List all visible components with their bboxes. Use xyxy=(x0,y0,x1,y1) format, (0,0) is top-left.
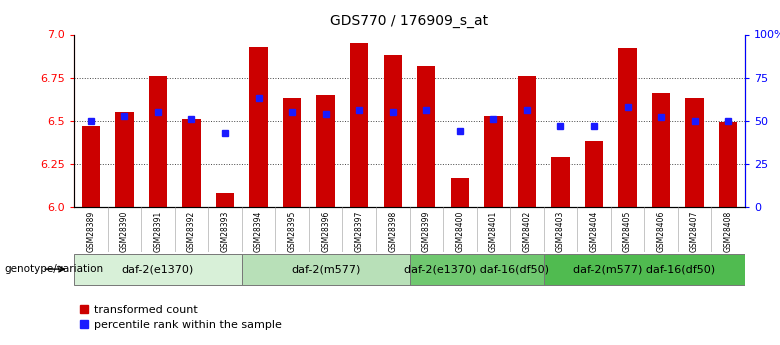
Text: GSM28396: GSM28396 xyxy=(321,210,330,252)
Text: genotype/variation: genotype/variation xyxy=(4,264,103,274)
Bar xyxy=(183,119,200,207)
Text: GSM28397: GSM28397 xyxy=(355,210,363,252)
Text: GSM28403: GSM28403 xyxy=(556,210,565,252)
Bar xyxy=(82,126,100,207)
Text: GSM28408: GSM28408 xyxy=(724,210,732,252)
Text: GSM28400: GSM28400 xyxy=(456,210,464,252)
Text: GSM28407: GSM28407 xyxy=(690,210,699,252)
Bar xyxy=(484,116,502,207)
Text: GDS770 / 176909_s_at: GDS770 / 176909_s_at xyxy=(331,14,488,28)
Text: GSM28401: GSM28401 xyxy=(489,210,498,252)
Bar xyxy=(216,193,234,207)
Text: GSM28404: GSM28404 xyxy=(590,210,598,252)
Text: GSM28392: GSM28392 xyxy=(187,210,196,252)
Text: daf-2(m577) daf-16(df50): daf-2(m577) daf-16(df50) xyxy=(573,264,715,274)
Text: GSM28395: GSM28395 xyxy=(288,210,296,252)
Bar xyxy=(74,254,242,285)
Text: daf-2(e1370): daf-2(e1370) xyxy=(122,264,194,274)
Bar xyxy=(149,76,167,207)
Text: GSM28399: GSM28399 xyxy=(422,210,431,252)
Bar xyxy=(451,178,469,207)
Text: GSM28394: GSM28394 xyxy=(254,210,263,252)
Bar xyxy=(384,55,402,207)
Text: daf-2(m577): daf-2(m577) xyxy=(291,264,360,274)
Bar xyxy=(686,98,704,207)
Text: daf-2(e1370) daf-16(df50): daf-2(e1370) daf-16(df50) xyxy=(404,264,549,274)
Bar xyxy=(317,95,335,207)
Text: GSM28393: GSM28393 xyxy=(221,210,229,252)
Bar xyxy=(719,122,737,207)
Text: GSM28405: GSM28405 xyxy=(623,210,632,252)
Bar xyxy=(518,76,536,207)
Bar xyxy=(410,254,544,285)
Text: GSM28402: GSM28402 xyxy=(523,210,531,252)
Text: GSM28406: GSM28406 xyxy=(657,210,665,252)
Text: GSM28398: GSM28398 xyxy=(388,210,397,252)
Bar xyxy=(551,157,569,207)
Bar xyxy=(242,254,410,285)
Bar xyxy=(585,141,603,207)
Text: GSM28391: GSM28391 xyxy=(154,210,162,252)
Bar xyxy=(652,93,670,207)
Bar xyxy=(115,112,133,207)
Text: GSM28389: GSM28389 xyxy=(87,210,95,252)
Bar xyxy=(250,47,268,207)
Bar xyxy=(417,66,435,207)
Text: GSM28390: GSM28390 xyxy=(120,210,129,252)
Bar xyxy=(283,98,301,207)
Bar xyxy=(544,254,745,285)
Bar xyxy=(619,48,636,207)
Legend: transformed count, percentile rank within the sample: transformed count, percentile rank withi… xyxy=(80,305,282,330)
Bar xyxy=(350,43,368,207)
